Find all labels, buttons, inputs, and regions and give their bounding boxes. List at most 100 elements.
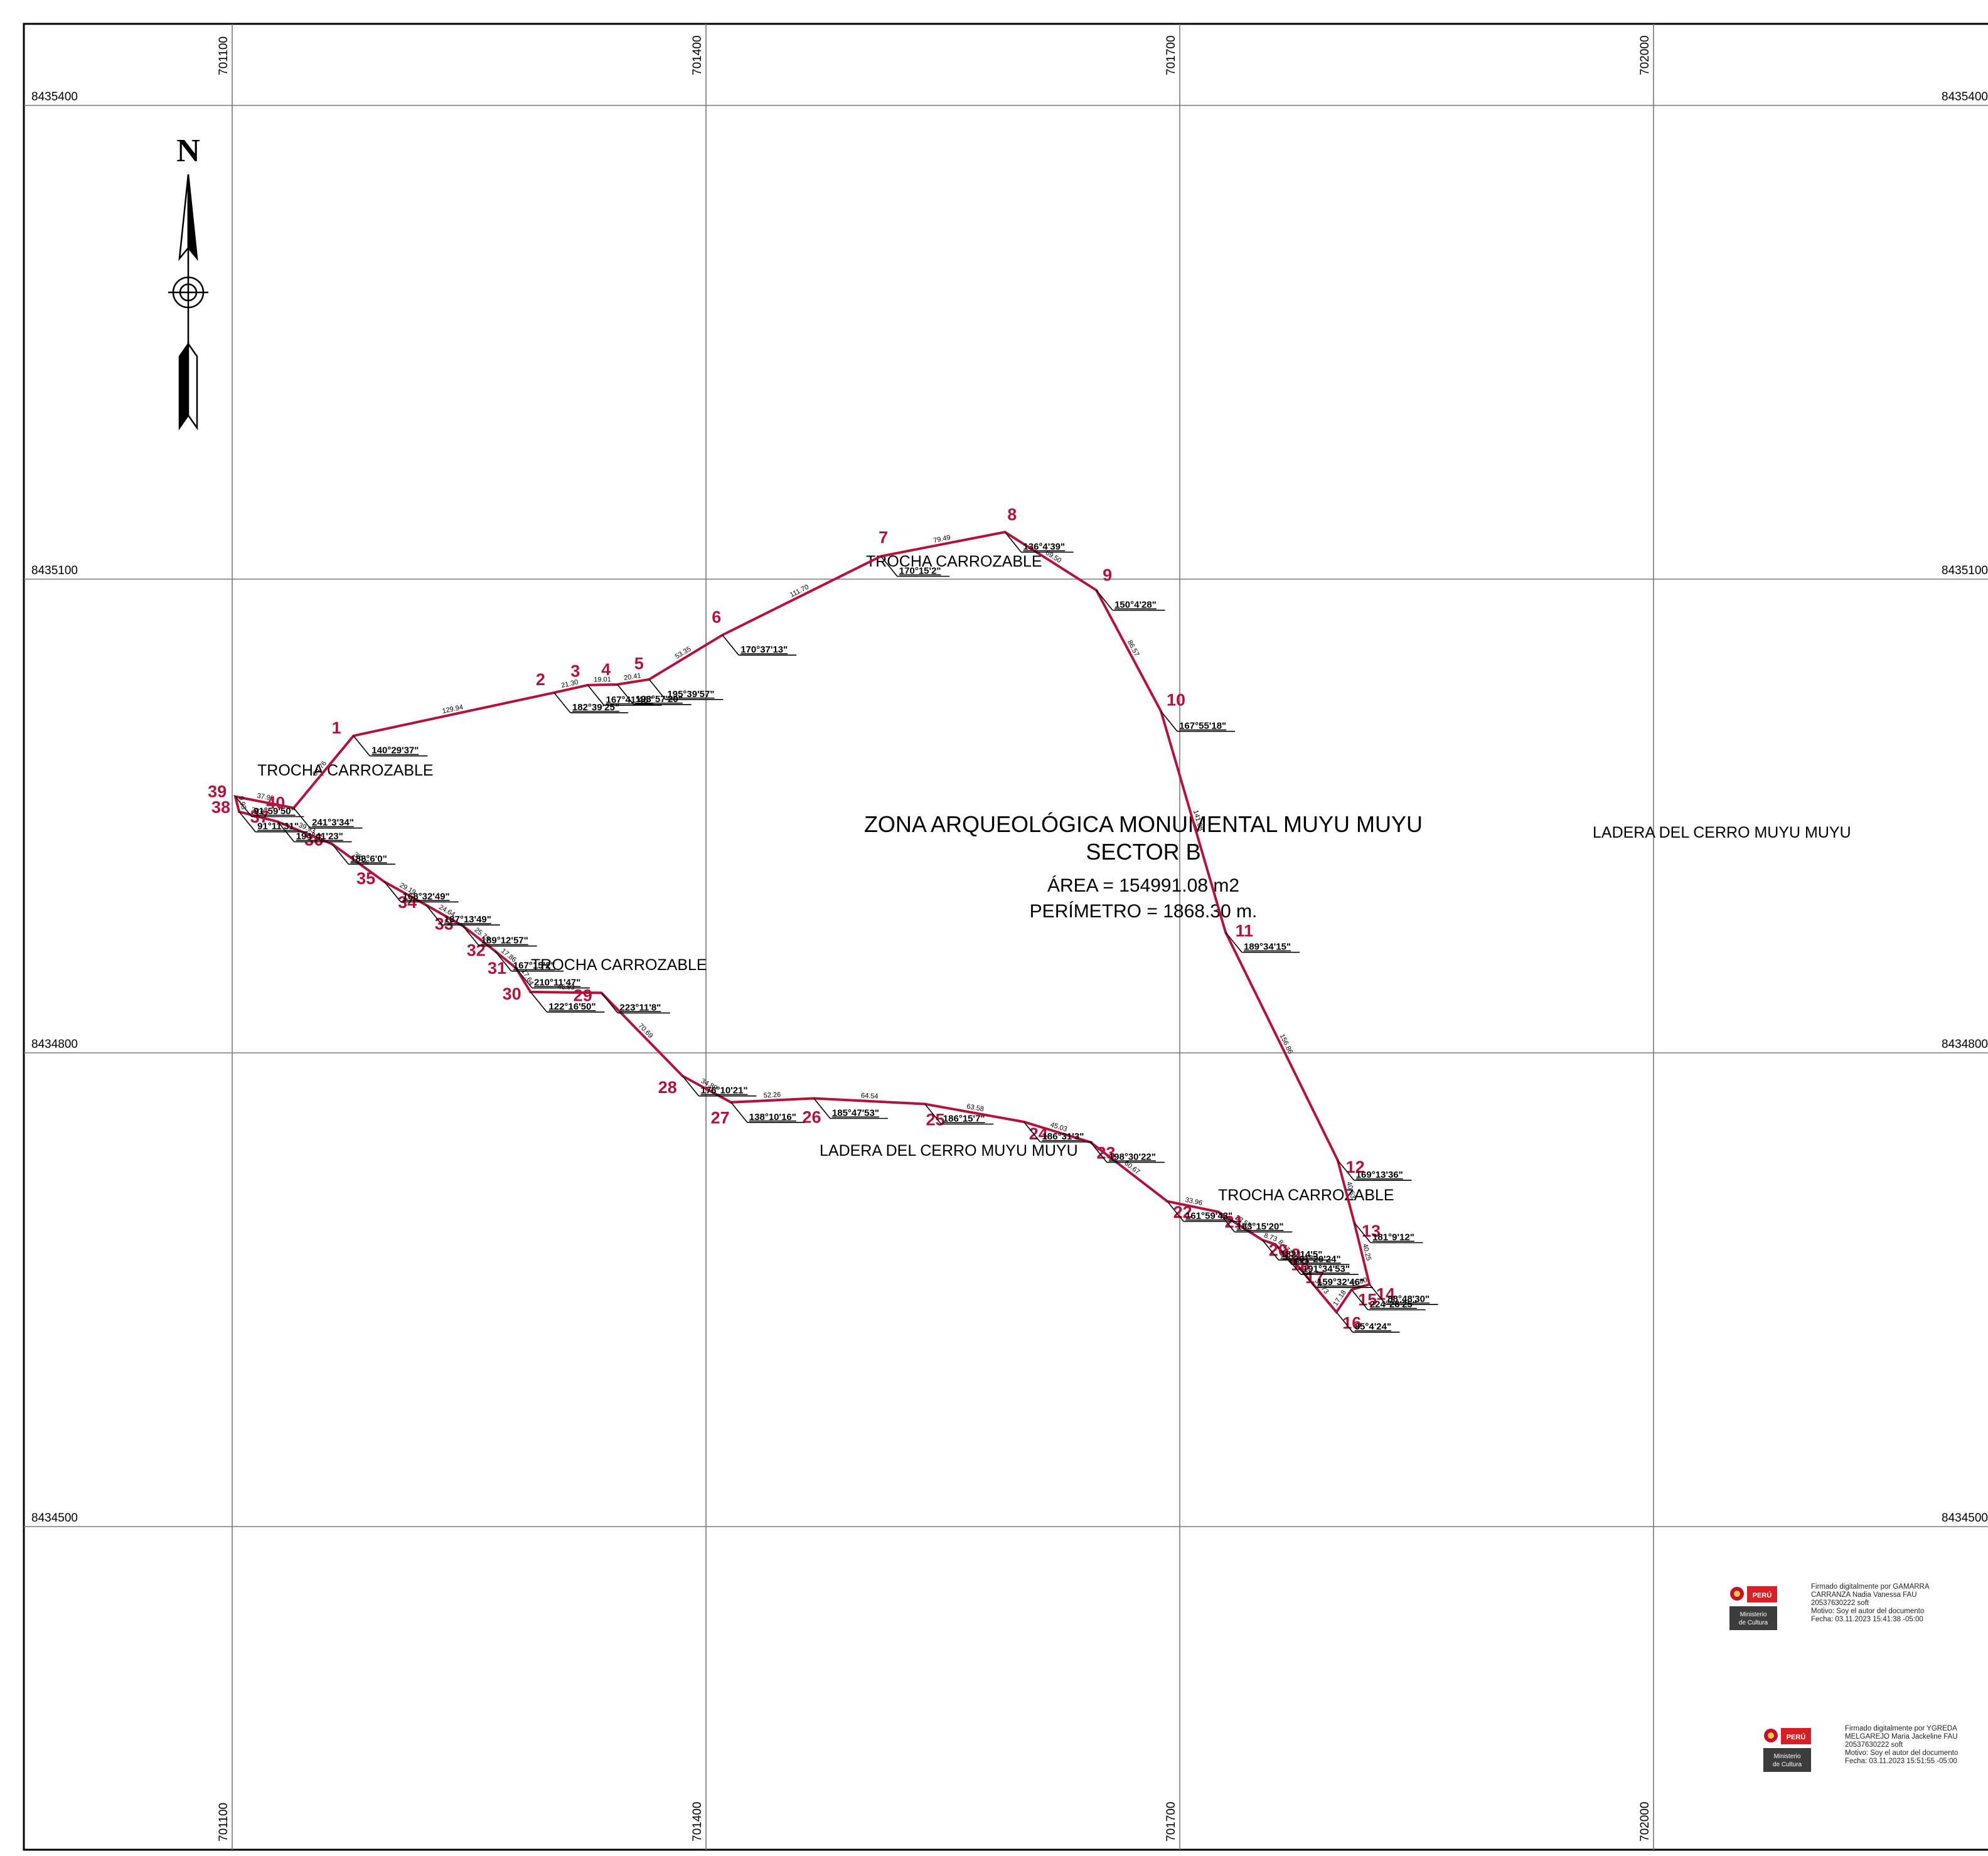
vertex-angle-29: 223°11'8" — [601, 992, 670, 1014]
logo-sub-1: Ministerio — [1740, 1611, 1767, 1618]
grid-label-top-702000: 702000 — [1638, 36, 1652, 75]
grid-label-left-8434800: 8434800 — [31, 1038, 78, 1051]
vertex-angle-33: 189°12'57" — [462, 925, 537, 947]
vertex-label-9: 9 — [1103, 565, 1112, 584]
label-ladera-cerro-south: LADERA DEL CERRO MUYU MUYU — [820, 1142, 1078, 1160]
segment-distance: 79.49 — [933, 534, 951, 545]
vertex-label-36: 36 — [304, 830, 323, 849]
vertex-angle-10: 167°55'18" — [1160, 711, 1236, 732]
vertex-angle-7: 170°15'2" — [880, 555, 950, 577]
vertex-angle-text-7: 170°15'2" — [899, 566, 941, 577]
vertex-angle-text-5: 195°39'57" — [667, 689, 714, 700]
segment-distance: 64.54 — [861, 1092, 879, 1100]
vertex-angle-text-33: 189°12'57" — [481, 936, 528, 946]
boundary-polygon — [233, 530, 1371, 1315]
grid-label-right-8435400: 8435400 — [1942, 90, 1988, 104]
vertex-angle-text-14: 88°48'30" — [1387, 1294, 1430, 1304]
vertex-angle-text-28: 176°10'21" — [701, 1085, 748, 1096]
vertex-angle-21: 183°15'20" — [1217, 1211, 1293, 1233]
vertex-label-25: 25 — [926, 1110, 944, 1129]
logo-sub-2: de Cultura — [1773, 1761, 1802, 1768]
logo-sub-1: Ministerio — [1774, 1753, 1801, 1760]
vertex-label-32: 32 — [467, 941, 486, 960]
vertex-angle-22: 161°59'43" — [1167, 1201, 1242, 1222]
segment-distance: 33.96 — [1185, 1196, 1203, 1207]
vertex-label-1: 1 — [332, 718, 341, 737]
vertex-label-38: 38 — [211, 797, 230, 816]
grid-label-top-701100: 701100 — [217, 36, 230, 75]
vertex-angle-35: 168°32'49" — [383, 881, 459, 903]
vertex-angle-14: 88°48'30" — [1369, 1284, 1438, 1305]
grid-label-top-701700: 701700 — [1165, 36, 1178, 75]
logo-text: PERÚ — [1787, 1733, 1806, 1741]
signature-line: Motivo: Soy el autor del documento — [1845, 1749, 1958, 1757]
vertex-angle-text-13: 181°9'12" — [1372, 1232, 1414, 1243]
signature-line: Fecha: 03.11.2023 15:41:38 -05:00 — [1811, 1616, 1923, 1623]
vertex-label-4: 4 — [601, 660, 611, 679]
map-frame — [23, 23, 1988, 1851]
signature-line: CARRANZA Nadia Vanessa FAU — [1811, 1591, 1917, 1599]
grid-label-right-8434800: 8434800 — [1942, 1038, 1988, 1051]
vertex-angle-23: 198°30'22" — [1090, 1141, 1165, 1163]
segment-distance: 46.93 — [557, 983, 575, 991]
vertex-label-27: 27 — [711, 1108, 730, 1127]
signature-line: Motivo: Soy el autor del documento — [1811, 1608, 1924, 1615]
segment-distance: 9.93 — [237, 796, 247, 811]
signature-line: MELGAREJO Maria Jackeline FAU — [1845, 1733, 1958, 1741]
vertex-angle-5: 195°39'57" — [648, 679, 724, 700]
vertex-angle-text-24: 186°31'3" — [1042, 1131, 1084, 1142]
vertex-angle-text-17: 159°32'46" — [1317, 1277, 1364, 1288]
vertex-angle-12: 169°13'36" — [1337, 1160, 1412, 1181]
vertex-angle-text-34: 187°13'49" — [444, 914, 491, 925]
vertex-angle-text-18: 191°34'53" — [1303, 1264, 1350, 1274]
vertex-angle-text-6: 170°37'13" — [740, 644, 788, 655]
vertex-angle-38: 91°11'31" — [238, 811, 308, 833]
vertex-angle-27: 138°10'16" — [730, 1102, 805, 1123]
vertex-angle-text-40: 241°3'34" — [312, 818, 354, 828]
vertex-label-7: 7 — [879, 528, 888, 547]
signature-line: 20537630222 soft — [1811, 1599, 1869, 1607]
signature-line: Firmado digitalmente por GAMARRA — [1811, 1583, 1930, 1591]
vertex-angle-text-12: 169°13'36" — [1356, 1170, 1403, 1180]
vertex-angle-text-27: 138°10'16" — [749, 1112, 796, 1123]
logo-text: PERÚ — [1753, 1591, 1772, 1599]
vertex-angle-text-11: 189°34'15" — [1244, 942, 1291, 952]
grid-label-bottom-701700: 701700 — [1165, 1802, 1178, 1842]
signature-line: 20537630222 soft — [1845, 1741, 1903, 1749]
vertex-angle-30: 122°16'50" — [530, 991, 605, 1013]
vertex-angle-40: 241°3'34" — [293, 808, 363, 829]
grid-label-top-701400: 701400 — [691, 36, 704, 75]
vertex-angle-34: 187°13'49" — [425, 904, 500, 925]
vertex-angle-32: 167°15'2" — [494, 951, 564, 972]
signature-line: Firmado digitalmente por YGREDA — [1845, 1725, 1957, 1732]
vertex-angle-text-36: 188°6'0" — [350, 853, 387, 864]
vertex-label-5: 5 — [634, 654, 644, 673]
label-ladera-cerro-east: LADERA DEL CERRO MUYU MUYU — [1593, 824, 1851, 841]
vertex-angle-28: 176°10'21" — [681, 1075, 757, 1097]
vertex-label-19: 19 — [1282, 1245, 1301, 1264]
vertex-angle-11: 189°34'15" — [1225, 932, 1300, 953]
grid-label-bottom-702000: 702000 — [1638, 1802, 1652, 1842]
vertex-label-14: 14 — [1376, 1284, 1395, 1303]
vertex-angle-1: 140°29'37" — [353, 735, 428, 757]
vertex-angle-text-4: 193°57'20" — [636, 694, 683, 705]
vertex-angle-9: 150°4'28" — [1096, 590, 1165, 611]
logo-sub-2: de Cultura — [1739, 1619, 1768, 1626]
vertex-angle-text-26: 185°47'53" — [832, 1108, 879, 1119]
vertex-label-3: 3 — [570, 661, 580, 680]
vertex-angle-31: 210°11'47" — [515, 968, 590, 989]
vertex-angle-text-10: 167°55'18" — [1179, 721, 1226, 732]
vertex-label-2: 2 — [536, 670, 545, 689]
vertex-angle-text-25: 186°15'7" — [943, 1114, 985, 1124]
vertex-angle-text-29: 223°11'8" — [619, 1002, 661, 1013]
vertex-label-35: 35 — [356, 869, 375, 888]
label-trocha-carrozable-west: TROCHA CARROZABLE — [257, 762, 434, 779]
vertex-label-20: 20 — [1269, 1240, 1288, 1259]
grid-label-left-8434500: 8434500 — [31, 1512, 78, 1525]
grid-label-bottom-701100: 701100 — [217, 1803, 230, 1842]
